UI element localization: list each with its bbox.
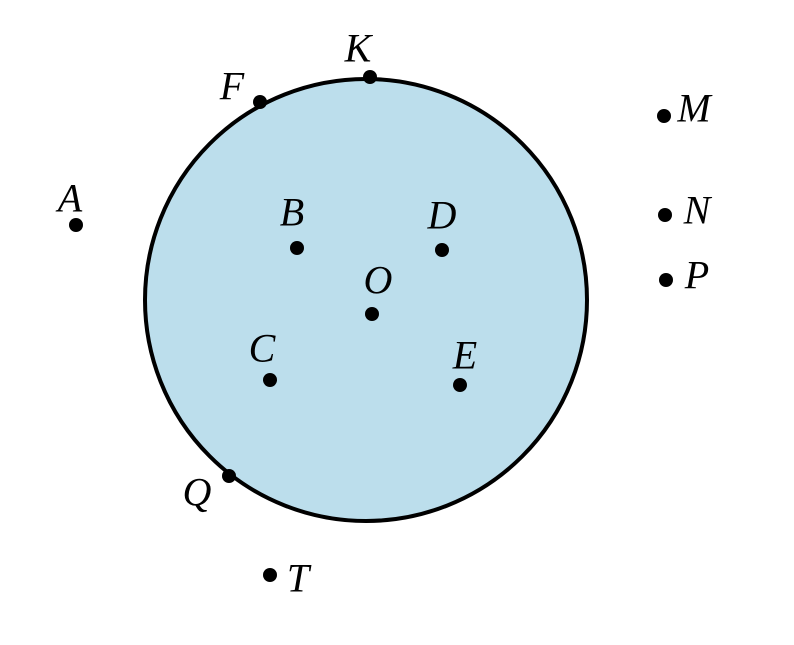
point-F [253, 95, 267, 109]
point-B [290, 241, 304, 255]
label-K: K [345, 25, 372, 72]
point-T [263, 568, 277, 582]
point-M [657, 109, 671, 123]
point-E [453, 378, 467, 392]
label-C: C [249, 325, 276, 372]
label-F: F [220, 63, 244, 110]
label-E: E [453, 332, 477, 379]
label-B: B [280, 189, 304, 236]
point-P [659, 273, 673, 287]
label-M: M [677, 85, 710, 132]
point-Q [222, 469, 236, 483]
point-N [658, 208, 672, 222]
label-P: P [685, 252, 709, 299]
label-N: N [684, 187, 711, 234]
label-Q: Q [183, 469, 212, 516]
label-O: O [364, 257, 393, 304]
point-K [363, 70, 377, 84]
point-O [365, 307, 379, 321]
diagram-stage: A F K M N P B D O C E Q T [0, 0, 794, 645]
label-A: A [58, 175, 82, 222]
label-D: D [428, 192, 457, 239]
point-D [435, 243, 449, 257]
point-C [263, 373, 277, 387]
label-T: T [287, 555, 309, 602]
